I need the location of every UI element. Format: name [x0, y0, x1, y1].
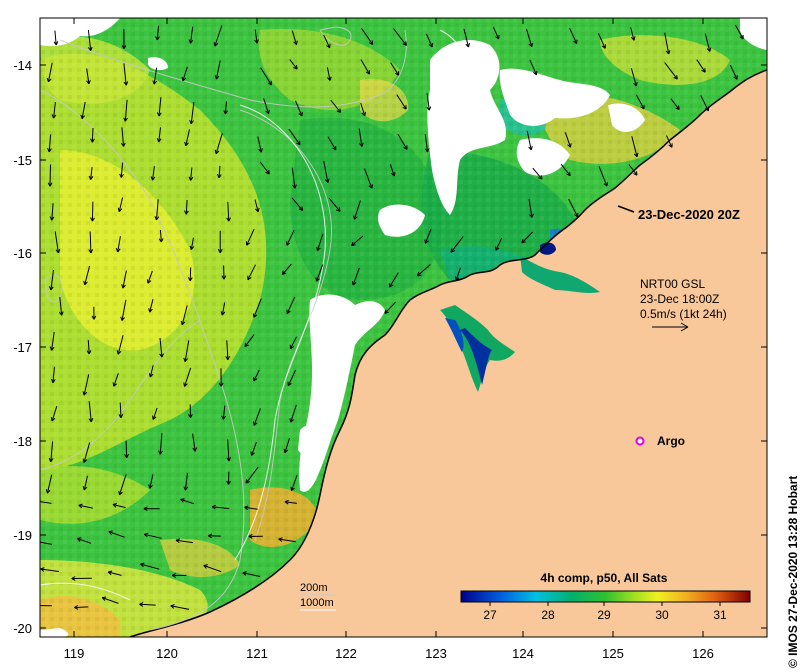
- isobath-1000m-label: 1000m: [300, 597, 334, 609]
- x-tick-label: 121: [246, 646, 268, 661]
- x-tick-label: 120: [156, 646, 178, 661]
- x-tick-label: 126: [692, 646, 714, 661]
- y-axis: -14 -15 -16 -17 -18 -19 -20: [13, 58, 32, 636]
- isobath-legend: 200m 1000m: [300, 582, 336, 611]
- current-vectors: [40, 24, 744, 610]
- current-legend-scale: 0.5m/s (1kt 24h): [640, 307, 727, 321]
- x-tick-label: 122: [335, 646, 357, 661]
- x-tick-label: 119: [64, 646, 85, 661]
- sst-colorbar: 4h comp, p50, All Sats 27 28 29 30 31: [460, 571, 751, 622]
- timestamp-pointer: [617, 205, 635, 213]
- sst-field: [40, 18, 767, 637]
- y-tick-label: -15: [13, 153, 32, 168]
- isobath-contours: [40, 26, 407, 631]
- colorbar-tick: 27: [483, 608, 497, 622]
- x-tick-label: 125: [602, 646, 624, 661]
- y-tick-label: -20: [13, 621, 32, 636]
- current-legend-time: 23-Dec 18:00Z: [640, 292, 719, 306]
- cloud-mask: [40, 18, 767, 637]
- colorbar-tick: 30: [655, 608, 669, 622]
- x-tick-label: 123: [425, 646, 447, 661]
- y-tick-label: -14: [13, 58, 32, 73]
- image-timestamp: 23-Dec-2020 20Z: [638, 207, 740, 222]
- current-legend: NRT00 GSL 23-Dec 18:00Z 0.5m/s (1kt 24h): [640, 277, 727, 332]
- y-tick-label: -16: [13, 246, 32, 261]
- colorbar-tick: 29: [597, 608, 611, 622]
- colorbar-title: 4h comp, p50, All Sats: [541, 571, 668, 585]
- argo-label: Argo: [657, 434, 685, 448]
- colorbar-tick: 28: [541, 608, 555, 622]
- imos-credit: © IMOS 27-Dec-2020 13:28 Hobart: [786, 476, 800, 668]
- colorbar-gradient: [460, 590, 751, 603]
- x-tick-label: 124: [512, 646, 534, 661]
- colorbar-tick: 31: [713, 608, 727, 622]
- argo-float-marker: [635, 436, 645, 446]
- isobath-200m-label: 200m: [300, 582, 328, 594]
- y-tick-label: -18: [13, 434, 32, 449]
- x-axis: 119 120 121 122 123 124 125 126: [64, 646, 714, 661]
- plot-frame: [39, 17, 768, 638]
- y-tick-label: -17: [13, 340, 32, 355]
- current-legend-source: NRT00 GSL: [640, 277, 705, 291]
- land-mass: [130, 18, 767, 637]
- scale-arrow-icon: [652, 322, 689, 332]
- axis-ticks: [40, 18, 767, 637]
- y-tick-label: -19: [13, 528, 32, 543]
